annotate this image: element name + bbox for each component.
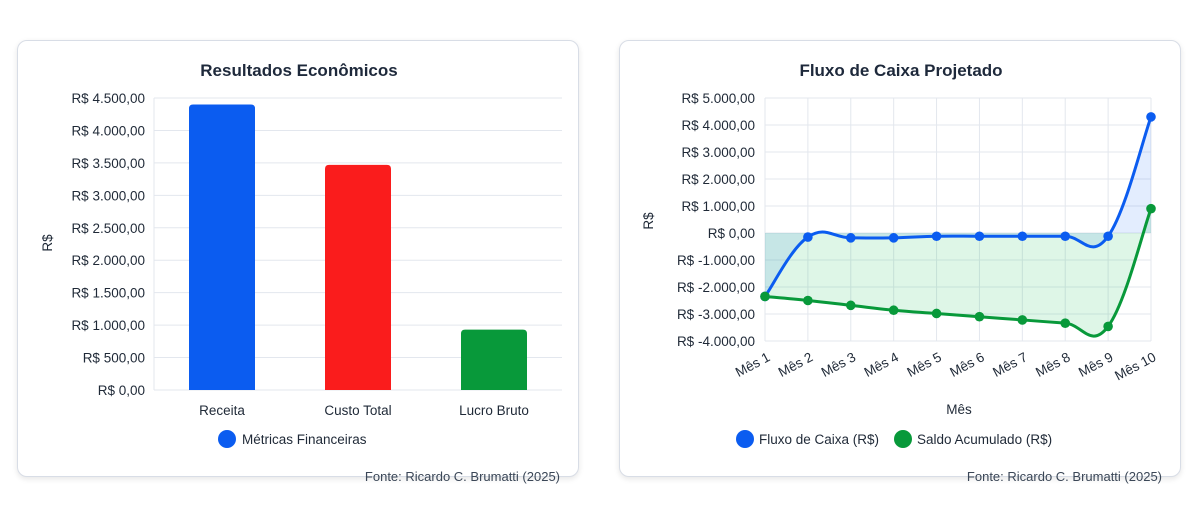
data-point[interactable] xyxy=(931,308,942,319)
chart-title: Resultados Econômicos xyxy=(200,61,397,80)
legend-label-fluxo: Fluxo de Caixa (R$) xyxy=(759,432,879,447)
x-tick-label: Mês 2 xyxy=(776,349,816,380)
legend-label-saldo: Saldo Acumulado (R$) xyxy=(917,432,1052,447)
legend[interactable]: Fluxo de Caixa (R$) Saldo Acumulado (R$) xyxy=(736,430,1052,448)
y-tick-label: R$ -1.000,00 xyxy=(677,253,755,268)
y-tick-labels: R$ 0,00 R$ 500,00 R$ 1.000,00 R$ 1.500,00 R$… xyxy=(71,91,145,398)
x-tick-label: Mês 10 xyxy=(1112,349,1158,383)
bar-chart: Resultados Econômicos R$ R$ 0,00 R$ 500,0… xyxy=(40,61,562,448)
x-axis-label: Mês xyxy=(946,402,972,417)
y-tick-label: R$ 2.000,00 xyxy=(71,253,145,268)
y-axis-label: R$ xyxy=(40,234,55,252)
x-tick-label: Mês 7 xyxy=(990,349,1030,380)
y-tick-label: R$ 3.000,00 xyxy=(71,188,145,203)
y-tick-label: R$ -3.000,00 xyxy=(677,307,755,322)
bar-lucro-bruto[interactable] xyxy=(461,329,527,390)
x-tick-label: Mês 6 xyxy=(947,349,987,380)
y-tick-label: R$ 3.000,00 xyxy=(681,145,755,160)
data-point[interactable] xyxy=(760,291,770,302)
y-tick-label: R$ -2.000,00 xyxy=(677,280,755,295)
data-point[interactable] xyxy=(803,295,813,306)
y-tick-label: R$ 1.000,00 xyxy=(681,199,755,214)
y-tick-label: R$ 1.000,00 xyxy=(71,318,145,333)
x-tick-label: Receita xyxy=(199,403,245,418)
legend-swatch xyxy=(218,430,236,448)
x-tick-labels: Mês 1 Mês 2 Mês 3 Mês 4 Mês 5 Mês 6 Mês 7 Mês 8… xyxy=(733,349,1159,383)
data-point[interactable] xyxy=(1103,231,1113,242)
y-tick-label: R$ 4.000,00 xyxy=(681,118,755,133)
data-point[interactable] xyxy=(1146,112,1156,122)
y-tick-labels: R$ -4.000,00 R$ -3.000,00 R$ -2.000,00 R$ -… xyxy=(677,91,755,349)
x-tick-label: Mês 8 xyxy=(1033,349,1073,380)
bar-custo-total[interactable] xyxy=(325,164,391,390)
x-tick-label: Lucro Bruto xyxy=(459,403,529,418)
data-point[interactable] xyxy=(803,232,813,242)
y-tick-label: R$ 500,00 xyxy=(83,351,145,366)
y-tick-label: R$ 2.500,00 xyxy=(71,221,145,236)
y-tick-label: R$ 4.500,00 xyxy=(71,91,145,106)
data-point[interactable] xyxy=(1146,203,1156,214)
line-series-1 xyxy=(764,208,1153,338)
area-series-1 xyxy=(765,208,1151,337)
line-chart-card: Fluxo de Caixa Projetado R$ Mês R$ -4.00… xyxy=(619,40,1181,484)
line-chart: Fluxo de Caixa Projetado R$ Mês R$ -4.00… xyxy=(641,61,1159,448)
x-tick-label: Mês 4 xyxy=(862,349,902,380)
data-point[interactable] xyxy=(974,311,985,322)
x-tick-label: Mês 3 xyxy=(819,349,859,380)
data-point[interactable] xyxy=(1103,321,1113,332)
data-point[interactable] xyxy=(931,231,942,242)
y-tick-label: R$ 1.500,00 xyxy=(71,286,145,301)
source-note: Fonte: Ricardo C. Brumatti (2025) xyxy=(364,469,560,484)
y-axis-label: R$ xyxy=(641,212,656,230)
x-tick-label: Mês 1 xyxy=(733,349,773,380)
legend-label: Métricas Financeiras xyxy=(242,432,367,447)
legend-swatch-saldo xyxy=(894,430,912,448)
y-tick-label: R$ 3.500,00 xyxy=(71,156,145,171)
y-tick-label: R$ -4.000,00 xyxy=(677,334,755,349)
y-tick-label: R$ 2.000,00 xyxy=(681,172,755,187)
x-tick-label: Custo Total xyxy=(324,403,391,418)
chart-title: Fluxo de Caixa Projetado xyxy=(799,61,1002,80)
data-point[interactable] xyxy=(1017,315,1028,325)
legend-swatch-fluxo xyxy=(736,430,754,448)
bar-receita[interactable] xyxy=(189,104,255,390)
data-point[interactable] xyxy=(845,233,856,243)
series-areas xyxy=(765,116,1151,337)
x-tick-labels: Receita Custo Total Lucro Bruto xyxy=(199,403,529,418)
series-points xyxy=(760,112,1156,332)
y-tick-label: R$ 0,00 xyxy=(98,383,145,398)
data-point[interactable] xyxy=(888,305,899,316)
legend[interactable]: Métricas Financeiras xyxy=(218,430,367,448)
x-tick-label: Mês 9 xyxy=(1076,349,1116,380)
series-lines xyxy=(763,116,1153,338)
data-point[interactable] xyxy=(974,231,985,242)
data-point[interactable] xyxy=(888,233,899,243)
x-tick-label: Mês 5 xyxy=(904,349,944,380)
y-tick-label: R$ 0,00 xyxy=(708,226,755,241)
source-note: Fonte: Ricardo C. Brumatti (2025) xyxy=(966,469,1162,484)
y-tick-label: R$ 5.000,00 xyxy=(681,91,755,106)
data-point[interactable] xyxy=(1060,318,1071,328)
data-point[interactable] xyxy=(1060,231,1071,242)
bars xyxy=(189,104,527,390)
bar-chart-card: Resultados Econômicos R$ R$ 0,00 R$ 500,0… xyxy=(17,40,579,484)
line-series-0 xyxy=(763,116,1153,298)
y-tick-label: R$ 4.000,00 xyxy=(71,123,145,138)
data-point[interactable] xyxy=(845,300,856,311)
data-point[interactable] xyxy=(1017,231,1028,242)
